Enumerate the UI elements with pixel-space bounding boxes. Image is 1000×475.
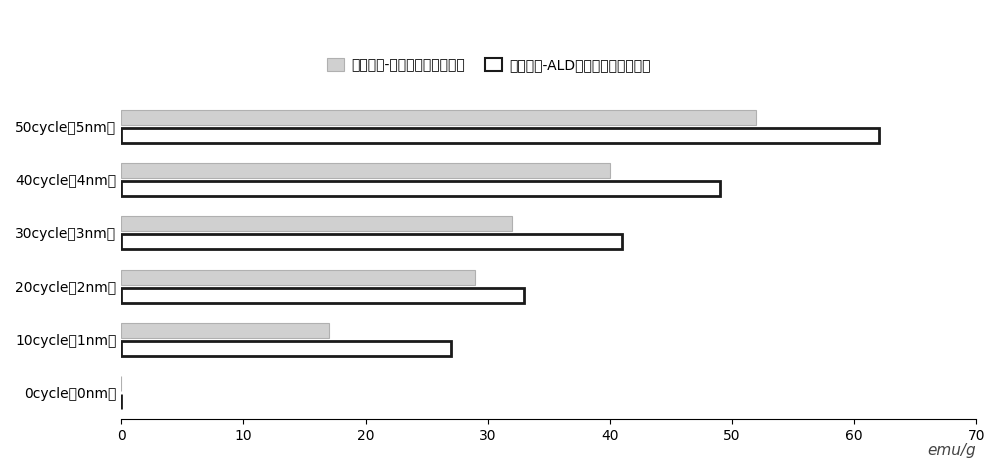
Text: emu/g: emu/g: [928, 443, 976, 457]
Bar: [121, 217, 512, 231]
Bar: [121, 341, 451, 356]
Bar: [121, 128, 879, 142]
Bar: [121, 287, 524, 303]
Bar: [121, 234, 622, 249]
Bar: [121, 181, 720, 196]
Legend: 纳米淠粉-氧化鐵、氧化铝混合, 纳米淠粉-ALD包覆氧化鐵、氧化铝: 纳米淠粉-氧化鐵、氧化铝混合, 纳米淠粉-ALD包覆氧化鐵、氧化铝: [322, 53, 656, 78]
Bar: [121, 323, 329, 338]
Bar: [121, 163, 610, 178]
Bar: [121, 110, 756, 124]
Bar: [121, 270, 475, 285]
